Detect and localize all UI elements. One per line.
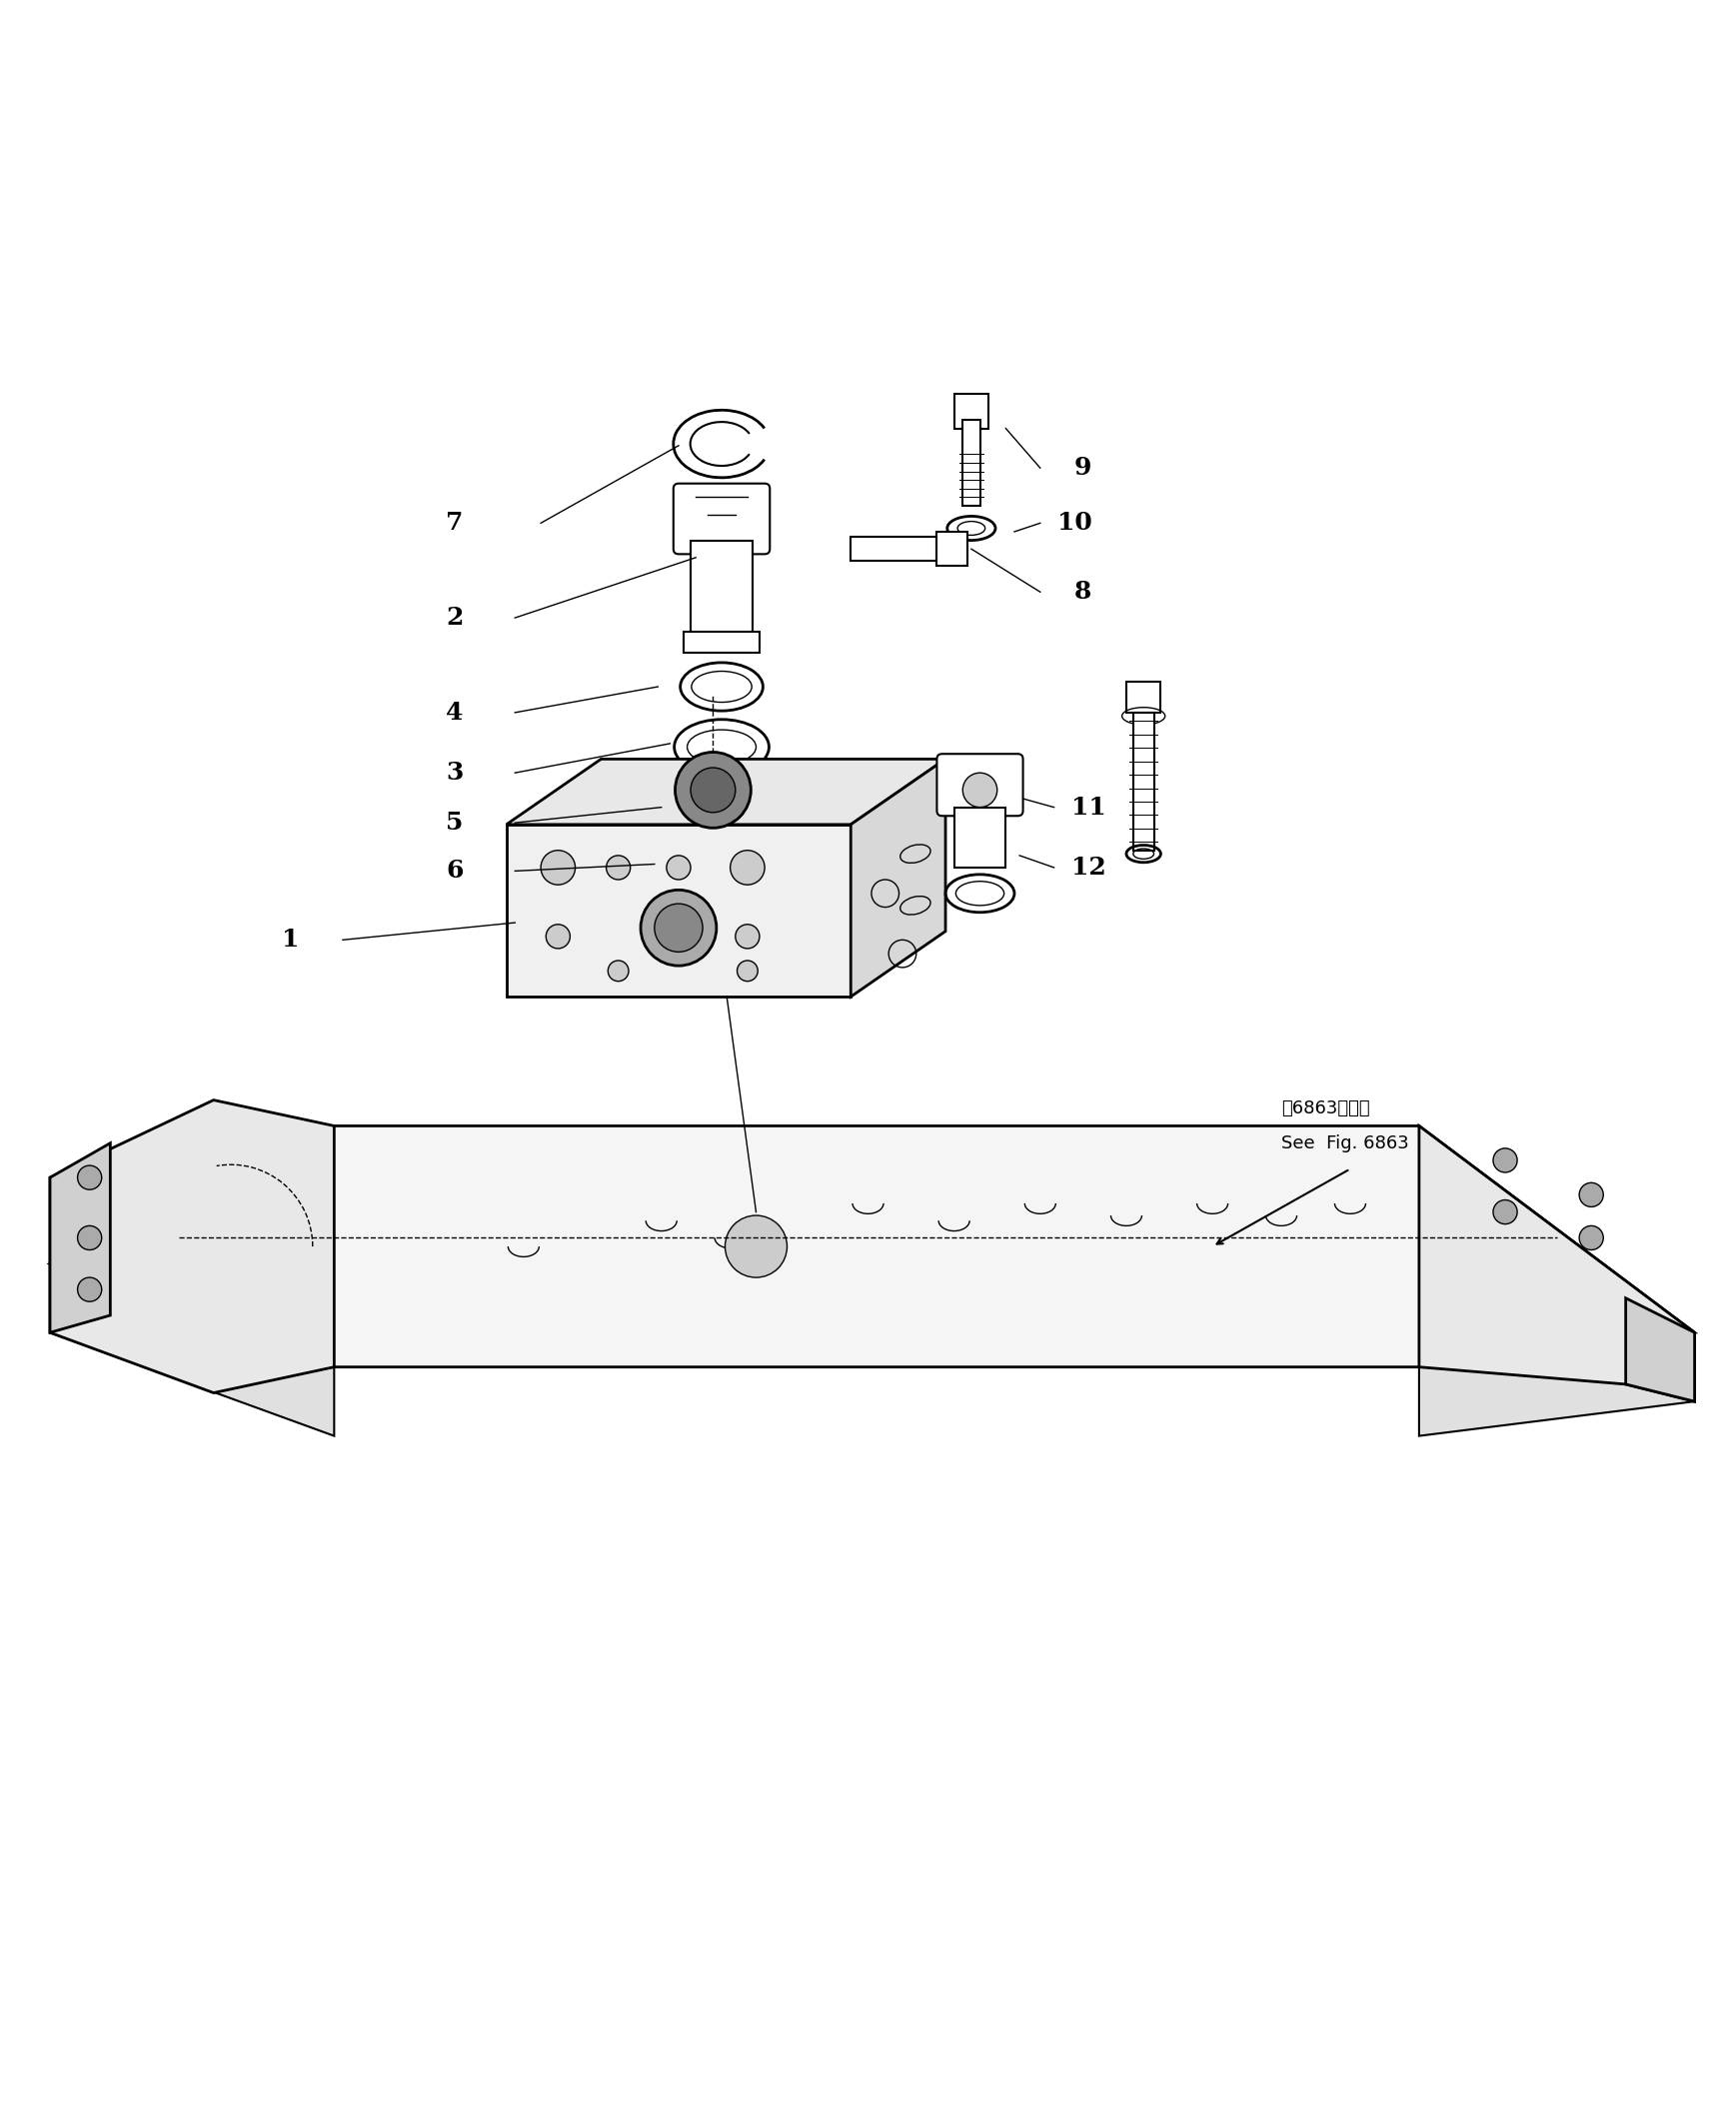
Polygon shape xyxy=(50,1264,333,1435)
Circle shape xyxy=(78,1277,102,1302)
Polygon shape xyxy=(851,759,946,996)
Bar xyxy=(684,632,760,653)
Bar xyxy=(1127,681,1161,712)
Text: 3: 3 xyxy=(446,761,464,784)
Text: 12: 12 xyxy=(1071,856,1106,879)
Polygon shape xyxy=(50,1144,111,1332)
Bar xyxy=(963,421,979,505)
Text: 4: 4 xyxy=(446,700,464,725)
Polygon shape xyxy=(1418,1332,1694,1435)
Circle shape xyxy=(675,753,752,829)
Circle shape xyxy=(606,856,630,879)
Bar xyxy=(1134,712,1154,850)
Bar xyxy=(937,533,969,567)
Polygon shape xyxy=(1625,1298,1694,1402)
Polygon shape xyxy=(50,1099,333,1393)
Text: 10: 10 xyxy=(1057,512,1092,535)
Text: 9: 9 xyxy=(1075,457,1092,480)
Circle shape xyxy=(654,903,703,951)
Bar xyxy=(851,537,955,560)
Circle shape xyxy=(667,856,691,879)
Polygon shape xyxy=(507,759,946,824)
Circle shape xyxy=(78,1226,102,1249)
Circle shape xyxy=(691,767,736,812)
Bar xyxy=(691,541,753,634)
FancyBboxPatch shape xyxy=(674,484,769,554)
Circle shape xyxy=(738,960,759,981)
Bar xyxy=(507,824,851,996)
Text: 8: 8 xyxy=(1075,579,1092,605)
Circle shape xyxy=(78,1165,102,1190)
Circle shape xyxy=(545,924,569,949)
Text: 7: 7 xyxy=(446,512,464,535)
Polygon shape xyxy=(50,1127,1694,1368)
Bar xyxy=(955,808,1005,867)
Text: 11: 11 xyxy=(1071,795,1106,820)
Text: 5: 5 xyxy=(446,812,464,835)
Text: 2: 2 xyxy=(446,607,464,630)
Text: 1: 1 xyxy=(283,928,300,951)
Circle shape xyxy=(1493,1148,1517,1173)
Polygon shape xyxy=(1418,1127,1694,1402)
Bar xyxy=(955,393,988,429)
Circle shape xyxy=(736,924,760,949)
Circle shape xyxy=(963,774,996,808)
Circle shape xyxy=(641,890,717,966)
Circle shape xyxy=(1580,1182,1604,1207)
Circle shape xyxy=(731,850,764,886)
Circle shape xyxy=(726,1216,786,1277)
Circle shape xyxy=(608,960,628,981)
FancyBboxPatch shape xyxy=(937,755,1023,816)
Text: 6: 6 xyxy=(446,858,464,884)
Text: See  Fig. 6863: See Fig. 6863 xyxy=(1281,1133,1410,1152)
Circle shape xyxy=(1580,1226,1604,1249)
Circle shape xyxy=(542,850,575,886)
Circle shape xyxy=(1493,1201,1517,1224)
Text: 第6863図参照: 第6863図参照 xyxy=(1281,1099,1370,1118)
